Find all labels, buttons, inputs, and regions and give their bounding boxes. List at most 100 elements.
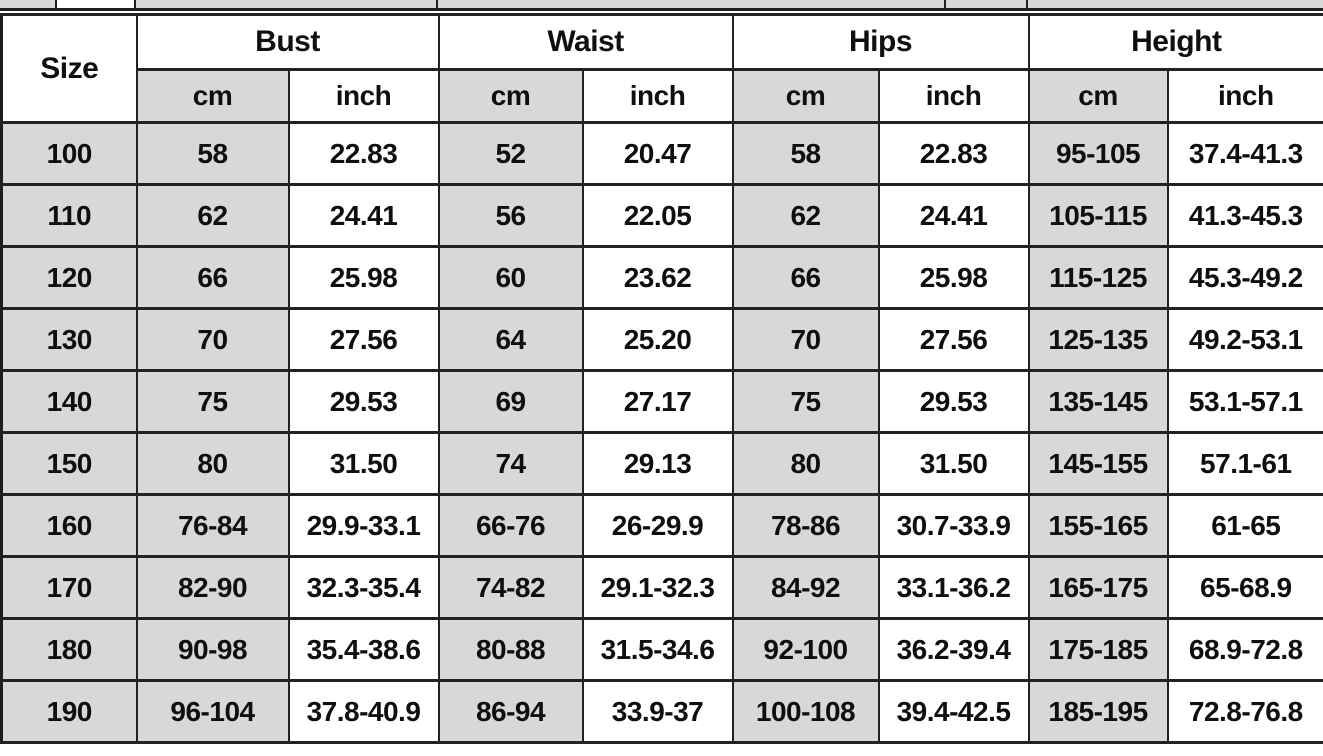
cell-height-cm: 135-145 (1027, 369, 1169, 434)
cell-height-cm: 175-185 (1027, 617, 1169, 682)
cell-bust-cm: 96-104 (135, 679, 290, 744)
cell-bust-inch: 37.8-40.9 (287, 679, 440, 744)
cell-size: 160 (0, 493, 138, 558)
cell-bust-inch: 25.98 (287, 245, 440, 310)
remnant-divider (55, 0, 57, 11)
cell-bust-cm: 82-90 (135, 555, 290, 620)
cell-bust-cm: 70 (135, 307, 290, 372)
cell-height-inch: 45.3-49.2 (1166, 245, 1323, 310)
cell-bust-cm: 62 (135, 183, 290, 248)
cell-waist-inch: 29.1-32.3 (581, 555, 734, 620)
unit-header-hips-inch: inch (877, 68, 1030, 124)
table-row: 120 66 25.98 60 23.62 66 25.98 115-125 4… (0, 245, 1323, 310)
cell-bust-cm: 66 (135, 245, 290, 310)
cell-hips-inch: 29.53 (877, 369, 1030, 434)
cell-hips-inch: 27.56 (877, 307, 1030, 372)
cell-hips-cm: 84-92 (731, 555, 880, 620)
table-row: 150 80 31.50 74 29.13 80 31.50 145-155 5… (0, 431, 1323, 496)
table-row: 130 70 27.56 64 25.20 70 27.56 125-135 4… (0, 307, 1323, 372)
cropped-row-remnant (0, 0, 1323, 11)
cell-waist-inch: 26-29.9 (581, 493, 734, 558)
table-row: 110 62 24.41 56 22.05 62 24.41 105-115 4… (0, 183, 1323, 248)
table-row: 190 96-104 37.8-40.9 86-94 33.9-37 100-1… (0, 679, 1323, 744)
unit-header-bust-inch: inch (287, 68, 440, 124)
cell-bust-cm: 90-98 (135, 617, 290, 682)
cell-height-cm: 115-125 (1027, 245, 1169, 310)
cell-height-cm: 165-175 (1027, 555, 1169, 620)
cell-bust-inch: 32.3-35.4 (287, 555, 440, 620)
cell-bust-cm: 76-84 (135, 493, 290, 558)
header-size: Size (0, 13, 138, 124)
cell-hips-inch: 30.7-33.9 (877, 493, 1030, 558)
cell-waist-cm: 74-82 (437, 555, 584, 620)
cell-height-inch: 57.1-61 (1166, 431, 1323, 496)
cell-height-inch: 72.8-76.8 (1166, 679, 1323, 744)
cell-hips-inch: 25.98 (877, 245, 1030, 310)
cell-height-inch: 49.2-53.1 (1166, 307, 1323, 372)
cell-waist-inch: 23.62 (581, 245, 734, 310)
cell-bust-inch: 22.83 (287, 121, 440, 186)
unit-header-row: cm inch cm inch cm inch cm inch (2, 68, 1323, 124)
cell-hips-cm: 62 (731, 183, 880, 248)
cell-height-inch: 41.3-45.3 (1166, 183, 1323, 248)
cell-hips-inch: 33.1-36.2 (877, 555, 1030, 620)
table-row: 170 82-90 32.3-35.4 74-82 29.1-32.3 84-9… (0, 555, 1323, 620)
header-bust: Bust (135, 13, 440, 71)
cell-waist-inch: 29.13 (581, 431, 734, 496)
cell-waist-cm: 56 (437, 183, 584, 248)
cell-bust-cm: 75 (135, 369, 290, 434)
cell-size: 110 (0, 183, 138, 248)
cell-size: 170 (0, 555, 138, 620)
table-row: 180 90-98 35.4-38.6 80-88 31.5-34.6 92-1… (0, 617, 1323, 682)
remnant-divider (944, 0, 946, 11)
cell-height-cm: 125-135 (1027, 307, 1169, 372)
unit-header-height-inch: inch (1166, 68, 1323, 124)
cell-height-inch: 53.1-57.1 (1166, 369, 1323, 434)
header-waist: Waist (437, 13, 734, 71)
cell-waist-cm: 80-88 (437, 617, 584, 682)
cell-hips-inch: 24.41 (877, 183, 1030, 248)
cell-height-cm: 95-105 (1027, 121, 1169, 186)
cell-waist-inch: 31.5-34.6 (581, 617, 734, 682)
cell-waist-cm: 86-94 (437, 679, 584, 744)
unit-header-bust-cm: cm (135, 68, 290, 124)
cell-waist-cm: 69 (437, 369, 584, 434)
size-chart-table: Size Bust Waist Hips Height cm inch cm i… (0, 13, 1323, 744)
cell-waist-inch: 33.9-37 (581, 679, 734, 744)
unit-header-waist-cm: cm (437, 68, 584, 124)
remnant-divider (1026, 0, 1028, 11)
cell-bust-inch: 35.4-38.6 (287, 617, 440, 682)
cell-height-inch: 61-65 (1166, 493, 1323, 558)
remnant-divider (134, 0, 136, 11)
cell-size: 130 (0, 307, 138, 372)
table-row: 140 75 29.53 69 27.17 75 29.53 135-145 5… (0, 369, 1323, 434)
cell-hips-inch: 22.83 (877, 121, 1030, 186)
cell-hips-cm: 80 (731, 431, 880, 496)
table-row: 160 76-84 29.9-33.1 66-76 26-29.9 78-86 … (0, 493, 1323, 558)
remnant-white-cell (57, 0, 135, 8)
unit-header-hips-cm: cm (731, 68, 880, 124)
cell-height-inch: 65-68.9 (1166, 555, 1323, 620)
cell-hips-inch: 31.50 (877, 431, 1030, 496)
cell-height-cm: 145-155 (1027, 431, 1169, 496)
cell-bust-inch: 24.41 (287, 183, 440, 248)
cell-waist-inch: 20.47 (581, 121, 734, 186)
cell-hips-cm: 66 (731, 245, 880, 310)
cell-waist-cm: 74 (437, 431, 584, 496)
cell-size: 120 (0, 245, 138, 310)
cell-height-cm: 155-165 (1027, 493, 1169, 558)
cell-height-cm: 105-115 (1027, 183, 1169, 248)
table-row: 100 58 22.83 52 20.47 58 22.83 95-105 37… (0, 121, 1323, 186)
cell-size: 190 (0, 679, 138, 744)
cell-waist-inch: 22.05 (581, 183, 734, 248)
cell-hips-cm: 100-108 (731, 679, 880, 744)
header-hips: Hips (731, 13, 1030, 71)
cell-bust-cm: 58 (135, 121, 290, 186)
cell-size: 150 (0, 431, 138, 496)
cell-height-cm: 185-195 (1027, 679, 1169, 744)
cell-hips-cm: 75 (731, 369, 880, 434)
cell-hips-inch: 39.4-42.5 (877, 679, 1030, 744)
cell-waist-cm: 60 (437, 245, 584, 310)
cell-bust-inch: 27.56 (287, 307, 440, 372)
